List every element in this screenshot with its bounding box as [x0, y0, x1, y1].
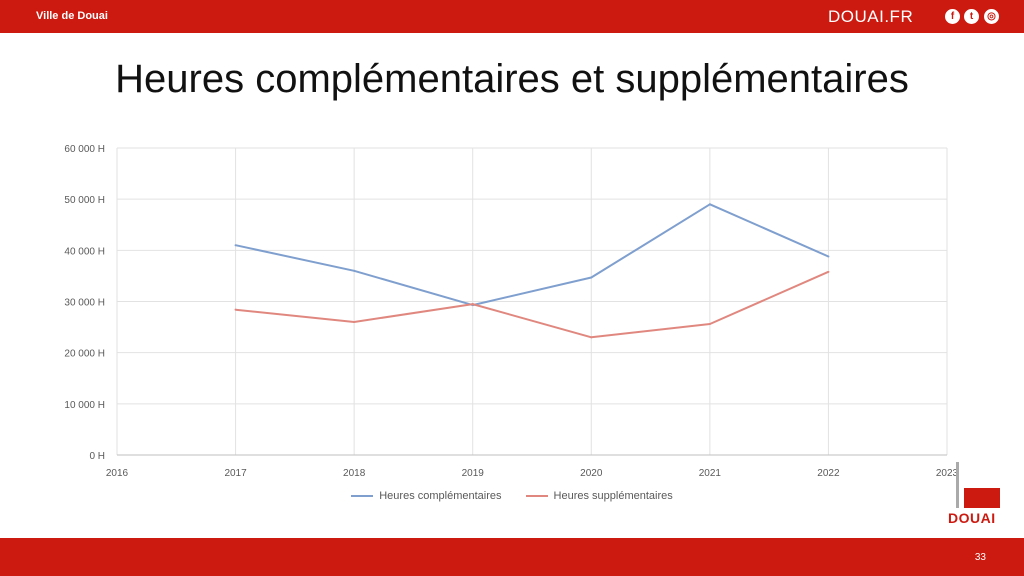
- x-tick-label: 2022: [817, 468, 840, 479]
- x-tick-label: 2017: [224, 468, 247, 479]
- data-point: [590, 336, 593, 339]
- city-label: Ville de Douai: [36, 10, 108, 22]
- x-tick-label: 2021: [699, 468, 722, 479]
- series-line-2: [235, 270, 829, 339]
- data-point: [353, 269, 356, 272]
- page-number: 33: [974, 552, 986, 563]
- footer-bar: 33: [0, 538, 1024, 576]
- logo-pole: [956, 462, 959, 508]
- header-bar: Ville de Douai DOUAI.FR f t ◎: [0, 0, 1024, 33]
- y-tick-label: 0 H: [89, 451, 105, 462]
- data-point: [708, 203, 711, 206]
- x-tick-label: 2018: [343, 468, 366, 479]
- data-point: [353, 320, 356, 323]
- twitter-icon[interactable]: t: [964, 9, 979, 24]
- line-chart: 0 H 10 000 H 20 000 H 30 000 H 40 000 H 50 00…: [64, 144, 959, 479]
- x-tick-label: 2016: [106, 468, 129, 479]
- chart-legend: Heures complémentaires Heures supplément…: [0, 490, 1024, 502]
- y-tick-label: 10 000 H: [64, 400, 105, 411]
- y-tick-label: 40 000 H: [64, 246, 105, 257]
- x-tick-label: 2019: [462, 468, 485, 479]
- series-line-1: [235, 203, 829, 307]
- douai-logo: DOUAI: [946, 462, 1004, 532]
- legend-swatch: [525, 495, 548, 497]
- data-point: [827, 255, 830, 258]
- slide-title: Heures complémentaires et supplémentaire…: [115, 57, 909, 101]
- site-link[interactable]: DOUAI.FR: [828, 7, 914, 26]
- legend-item-supplementaires: Heures supplémentaires: [525, 490, 673, 502]
- x-tick-label: 2020: [580, 468, 603, 479]
- y-tick-label: 30 000 H: [64, 298, 105, 309]
- y-tick-label: 50 000 H: [64, 195, 105, 206]
- data-point: [234, 308, 237, 311]
- data-point: [590, 276, 593, 279]
- legend-swatch: [351, 495, 374, 497]
- data-point: [827, 270, 830, 273]
- data-point: [234, 244, 237, 247]
- data-point: [471, 303, 474, 306]
- y-tick-label: 20 000 H: [64, 349, 105, 360]
- logo-flag: [964, 488, 1000, 508]
- legend-label: Heures supplémentaires: [553, 490, 673, 502]
- legend-label: Heures complémentaires: [379, 490, 502, 502]
- data-point: [708, 323, 711, 326]
- x-tick-label: 2023: [936, 468, 959, 479]
- y-tick-label: 60 000 H: [64, 144, 105, 155]
- instagram-icon[interactable]: ◎: [984, 9, 999, 24]
- logo-word: DOUAI: [948, 510, 996, 526]
- facebook-icon[interactable]: f: [945, 9, 960, 24]
- legend-item-complementaires: Heures complémentaires: [351, 490, 502, 502]
